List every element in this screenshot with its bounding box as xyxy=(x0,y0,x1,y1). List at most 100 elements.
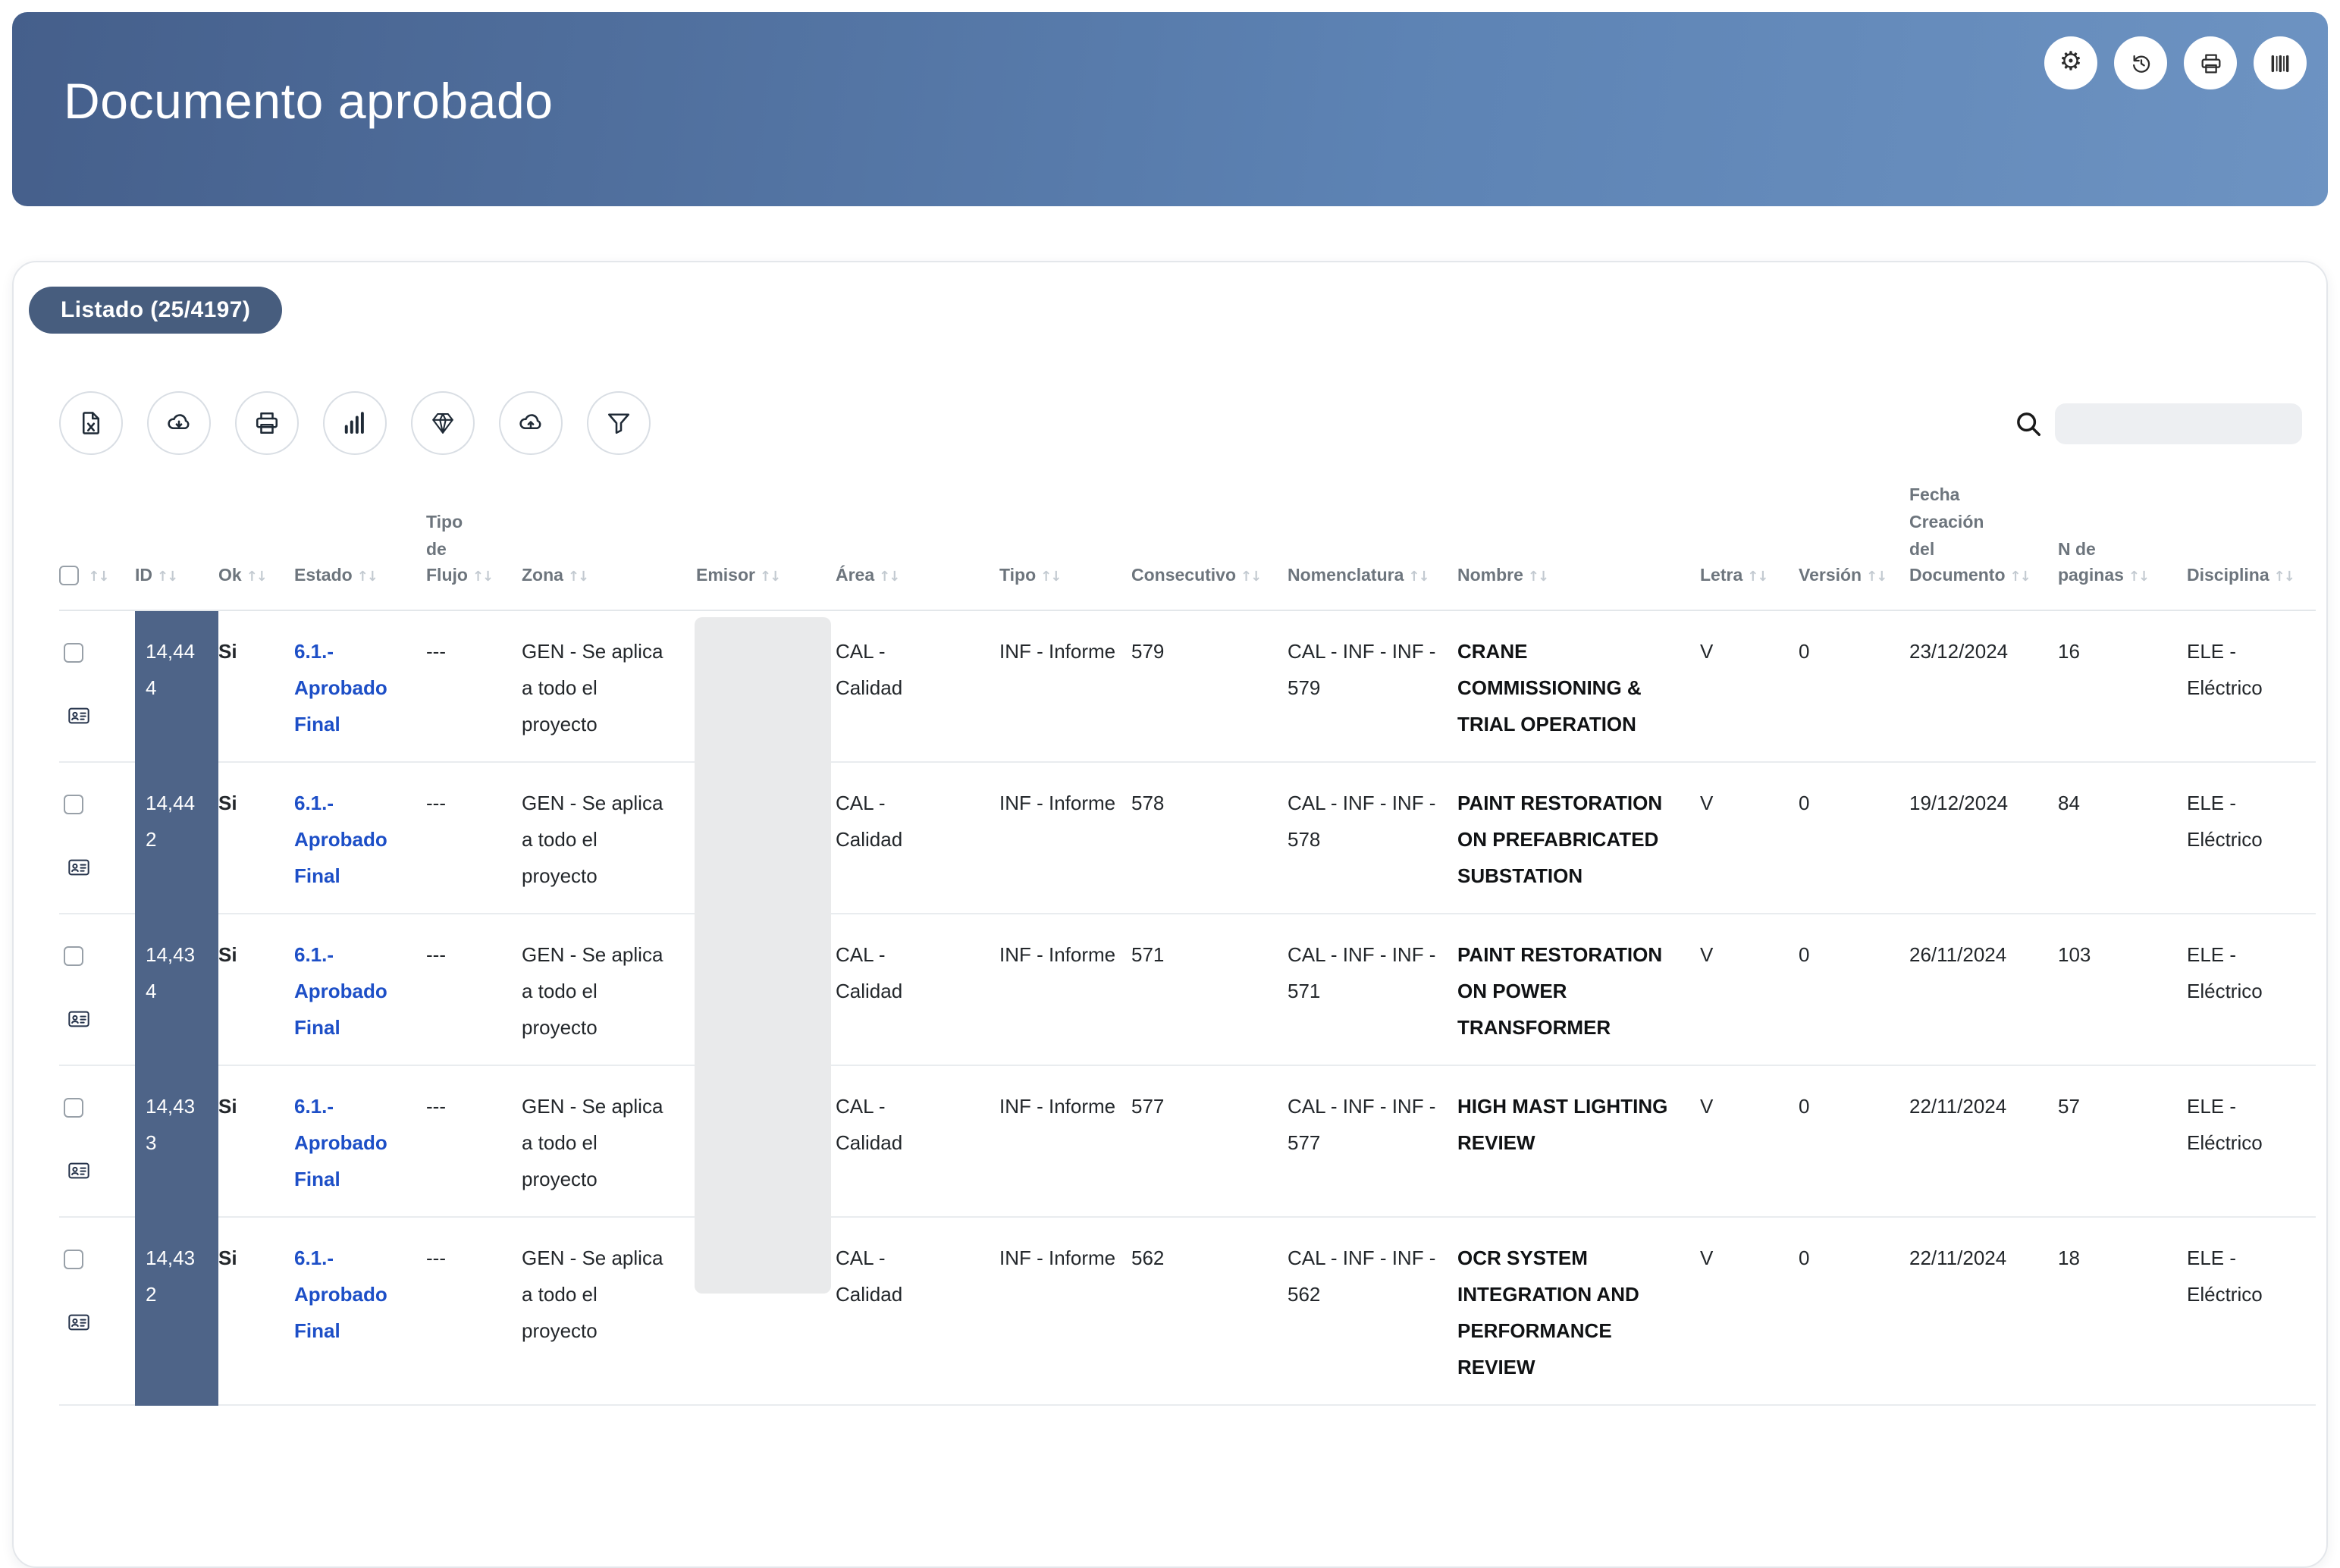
estado-link[interactable]: 6.1.- Aprobado Final xyxy=(294,1095,387,1191)
sort-icon[interactable]: ↑↓ xyxy=(1527,570,1549,586)
col-header-fecha_creacion[interactable]: Fecha Creación del Documento ↑↓ xyxy=(1909,484,2058,612)
cell-version: 0 xyxy=(1799,762,1909,915)
sort-icon[interactable]: ↑↓ xyxy=(1747,570,1768,586)
col-header-zona[interactable]: Zona ↑↓ xyxy=(522,484,696,612)
row-checkbox[interactable] xyxy=(64,946,83,967)
premium-button[interactable] xyxy=(411,391,475,455)
id-card-icon[interactable] xyxy=(65,1311,93,1335)
col-header-ok[interactable]: Ok ↑↓ xyxy=(218,484,294,612)
id-card-icon[interactable] xyxy=(65,1159,93,1184)
col-header-estado[interactable]: Estado ↑↓ xyxy=(294,484,426,612)
cell-letra: V xyxy=(1700,914,1799,1067)
toolbar-row xyxy=(59,391,2302,455)
sort-icon[interactable]: ↑↓ xyxy=(567,570,589,586)
cell-fecha_creacion: 23/12/2024 xyxy=(1909,610,2058,764)
sort-icon[interactable]: ↑↓ xyxy=(2009,570,2031,586)
cell-id: 14,442 xyxy=(135,762,218,915)
col-header-consecutivo[interactable]: Consecutivo ↑↓ xyxy=(1131,484,1288,612)
col-header-label: Consecutivo xyxy=(1131,567,1237,586)
sort-icon[interactable]: ↑↓ xyxy=(2128,570,2150,586)
col-header-sel[interactable]: ↑↓ xyxy=(59,484,135,612)
cell-tipo_de_flujo: --- xyxy=(426,1217,522,1406)
cell-tipo: INF - Informe xyxy=(999,914,1131,1067)
cell-nomenclatura: CAL - INF - INF - 562 xyxy=(1288,1217,1457,1406)
cell-version: 0 xyxy=(1799,1217,1909,1406)
col-header-version[interactable]: Versión ↑↓ xyxy=(1799,484,1909,612)
cell-consecutivo: 578 xyxy=(1131,762,1288,915)
filter-button[interactable] xyxy=(587,391,651,455)
settings-button[interactable]: ⚙ xyxy=(2044,36,2097,89)
col-header-nombre[interactable]: Nombre ↑↓ xyxy=(1457,484,1700,612)
barcode-button[interactable] xyxy=(2254,36,2307,89)
row-checkbox[interactable] xyxy=(64,795,83,815)
cell-n_paginas: 84 xyxy=(2058,762,2187,915)
sort-icon[interactable]: ↑↓ xyxy=(1241,570,1262,586)
export-excel-button[interactable] xyxy=(59,391,123,455)
cell-area: CAL - Calidad xyxy=(836,1065,999,1218)
search-input[interactable] xyxy=(2055,403,2302,444)
col-header-area[interactable]: Área ↑↓ xyxy=(836,484,999,612)
col-header-id[interactable]: ID ↑↓ xyxy=(135,484,218,612)
col-header-n_paginas[interactable]: N de paginas ↑↓ xyxy=(2058,484,2187,612)
table-header-row: ↑↓ ID ↑↓ Ok ↑↓ Estado ↑↓ Tipo de Flujo ↑↓ Zona ↑↓ E… xyxy=(59,484,2316,612)
cell-ok: Si xyxy=(218,914,294,1067)
cell-nombre: PAINT RESTORATION ON PREFABRICATED SUBST… xyxy=(1457,762,1700,915)
sort-icon[interactable]: ↑↓ xyxy=(1408,570,1429,586)
table-row: 14,444 Si 6.1.- Aprobado Final --- GEN - Se … xyxy=(59,610,2316,764)
search-icon[interactable] xyxy=(2014,409,2043,437)
col-header-label: Nombre xyxy=(1457,567,1523,586)
id-card-icon[interactable] xyxy=(65,704,93,729)
sort-icon[interactable]: ↑↓ xyxy=(472,570,494,586)
cloud-upload-button[interactable] xyxy=(499,391,563,455)
id-card-icon[interactable] xyxy=(65,1008,93,1032)
print-button[interactable] xyxy=(235,391,299,455)
row-checkbox[interactable] xyxy=(64,1250,83,1270)
table-row: 14,433 Si 6.1.- Aprobado Final --- GEN - Se … xyxy=(59,1065,2316,1218)
sort-icon[interactable]: ↑↓ xyxy=(760,570,781,586)
row-checkbox[interactable] xyxy=(64,1098,83,1118)
cell-zona: GEN - Se aplica a todo el proyecto xyxy=(522,1065,696,1218)
cell-id: 14,433 xyxy=(135,1065,218,1218)
estado-link[interactable]: 6.1.- Aprobado Final xyxy=(294,792,387,888)
select-all-checkbox[interactable] xyxy=(59,566,79,586)
cell-letra: V xyxy=(1700,1217,1799,1406)
print-button[interactable] xyxy=(2184,36,2237,89)
estado-link[interactable]: 6.1.- Aprobado Final xyxy=(294,943,387,1040)
cell-fecha_creacion: 22/11/2024 xyxy=(1909,1217,2058,1406)
estado-link[interactable]: 6.1.- Aprobado Final xyxy=(294,1247,387,1343)
col-header-label: N de paginas xyxy=(2058,541,2124,586)
printer-icon xyxy=(253,409,281,437)
col-header-letra[interactable]: Letra ↑↓ xyxy=(1700,484,1799,612)
cell-zona: GEN - Se aplica a todo el proyecto xyxy=(522,610,696,764)
cell-tipo_de_flujo: --- xyxy=(426,762,522,915)
col-header-emisor[interactable]: Emisor ↑↓ xyxy=(696,484,836,612)
cell-fecha_creacion: 19/12/2024 xyxy=(1909,762,2058,915)
col-header-disciplina[interactable]: Disciplina ↑↓ xyxy=(2187,484,2316,612)
chart-button[interactable] xyxy=(323,391,387,455)
sort-icon[interactable]: ↑↓ xyxy=(879,570,900,586)
cell-consecutivo: 577 xyxy=(1131,1065,1288,1218)
sort-icon[interactable]: ↑↓ xyxy=(157,570,178,586)
col-header-tipo[interactable]: Tipo ↑↓ xyxy=(999,484,1131,612)
history-button[interactable] xyxy=(2114,36,2167,89)
id-card-icon[interactable] xyxy=(65,856,93,880)
sort-icon[interactable]: ↑↓ xyxy=(1866,570,1887,586)
cell-zona: GEN - Se aplica a todo el proyecto xyxy=(522,1217,696,1406)
estado-link[interactable]: 6.1.- Aprobado Final xyxy=(294,640,387,736)
row-checkbox[interactable] xyxy=(64,643,83,663)
col-header-tipo_de_flujo[interactable]: Tipo de Flujo ↑↓ xyxy=(426,484,522,612)
toolbar xyxy=(59,391,675,455)
sort-icon[interactable]: ↑↓ xyxy=(1040,570,1062,586)
sort-icon[interactable]: ↑↓ xyxy=(2273,570,2295,586)
sort-icon[interactable]: ↑↓ xyxy=(356,570,378,586)
cell-id: 14,444 xyxy=(135,610,218,764)
page-header: Documento aprobado ⚙ xyxy=(12,12,2328,206)
col-header-nomenclatura[interactable]: Nomenclatura ↑↓ xyxy=(1288,484,1457,612)
col-header-label: Fecha Creación del Documento xyxy=(1909,487,2006,586)
cloud-download-button[interactable] xyxy=(147,391,211,455)
sort-icon[interactable]: ↑↓ xyxy=(88,570,109,586)
cell-disciplina: ELE - Eléctrico xyxy=(2187,762,2316,915)
sort-icon[interactable]: ↑↓ xyxy=(246,570,268,586)
cell-tipo: INF - Informe xyxy=(999,762,1131,915)
cell-nomenclatura: CAL - INF - INF - 571 xyxy=(1288,914,1457,1067)
